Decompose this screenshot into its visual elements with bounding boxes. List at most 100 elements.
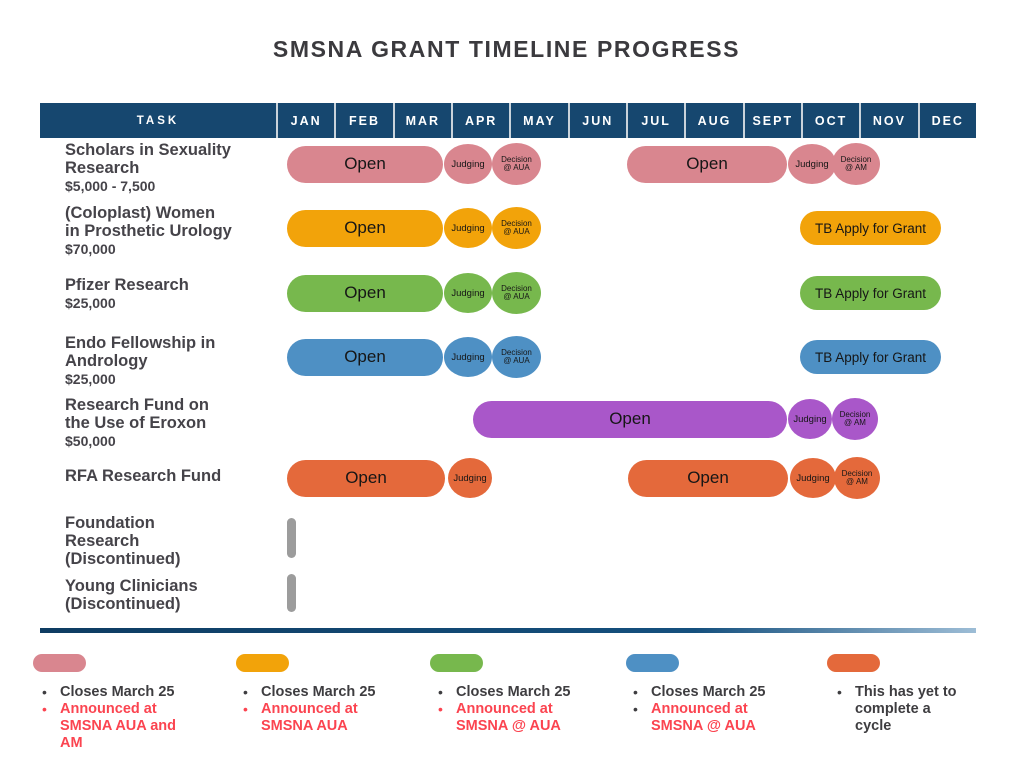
bullet-icon: • <box>633 684 638 700</box>
task-label: Endo Fellowship in Andrology $25,000 <box>65 334 283 388</box>
month-header-feb: FEB <box>334 103 392 138</box>
bullet-icon: • <box>42 701 47 717</box>
month-header-nov: NOV <box>859 103 917 138</box>
circle-decision: Decision @ AM <box>834 457 880 499</box>
table-header: TASK JAN FEB MAR APR MAY JUN JUL AUG SEPT OCT NOV D… <box>40 103 976 138</box>
task-name: (Coloplast) Women <box>65 204 216 222</box>
task-name: Andrology <box>65 352 148 370</box>
bullet-icon: • <box>837 684 842 700</box>
task-amount: $25,000 <box>65 371 116 387</box>
legend-swatch <box>827 654 880 672</box>
month-header-sept: SEPT <box>742 103 801 138</box>
legend-entry: • Announced at SMSNA @ AUA <box>436 701 608 735</box>
month-header-may: MAY <box>509 103 567 138</box>
legend-swatch <box>626 654 679 672</box>
month-header-apr: APR <box>450 103 509 138</box>
legend-entry-text: Announced at SMSNA @ AUA <box>456 701 561 734</box>
bullet-icon: • <box>438 684 443 700</box>
discontinued-marker <box>287 518 296 558</box>
bar-tb-apply-for-grant: TB Apply for Grant <box>800 340 941 374</box>
task-label: Young Clinicians (Discontinued) <box>65 577 283 613</box>
legend-entry-text: Closes March 25 <box>651 684 766 700</box>
circle-decision: Decision @ AUA <box>492 143 541 185</box>
bullet-icon: • <box>633 701 638 717</box>
circle-judging: Judging <box>790 458 836 498</box>
task-name: Research <box>65 532 140 550</box>
legend-entry-text: This has yet to complete a cycle <box>855 684 957 734</box>
circle-judging: Judging <box>444 144 492 184</box>
task-name: Endo Fellowship in <box>65 334 216 352</box>
bar-open: Open <box>287 274 443 312</box>
legend-entry-text: Announced at SMSNA AUA <box>261 701 358 734</box>
legend-entry-text: Announced at SMSNA AUA and AM <box>60 701 176 751</box>
task-label: Pfizer Research $25,000 <box>65 276 283 312</box>
task-name: Pfizer Research <box>65 276 189 294</box>
bullet-icon: • <box>243 701 248 717</box>
month-header-jan: JAN <box>276 103 334 138</box>
legend-entry: • Closes March 25 <box>631 684 803 701</box>
legend-entry-text: Closes March 25 <box>60 684 175 700</box>
bar-open: Open <box>473 400 787 438</box>
task-label: (Coloplast) Women in Prosthetic Urology $7… <box>65 204 283 258</box>
circle-judging: Judging <box>788 399 832 439</box>
page-title: SMSNA GRANT TIMELINE PROGRESS <box>272 36 741 62</box>
circle-decision: Decision @ AUA <box>492 272 541 314</box>
bullet-icon: • <box>243 684 248 700</box>
task-amount: $70,000 <box>65 241 116 257</box>
task-label: Scholars in Sexuality Research $5,000 - 7,… <box>65 141 283 195</box>
legend-entry: • Closes March 25 <box>436 684 608 701</box>
task-label: Foundation Research (Discontinued) <box>65 514 283 568</box>
bar-open: Open <box>287 338 443 376</box>
legend-swatch <box>430 654 483 672</box>
circle-decision: Decision @ AM <box>832 398 878 440</box>
task-amount: $25,000 <box>65 295 116 311</box>
legend-entry-text: Closes March 25 <box>456 684 571 700</box>
month-header-jun: JUN <box>567 103 626 138</box>
legend-swatch <box>33 654 86 672</box>
bar-tb-apply-for-grant: TB Apply for Grant <box>800 276 941 310</box>
legend-entry: • Closes March 25 <box>241 684 413 701</box>
task-name: Young Clinicians <box>65 577 198 595</box>
bar-open: Open <box>287 145 443 183</box>
legend-entry: • Announced at SMSNA @ AUA <box>631 701 803 735</box>
circle-judging: Judging <box>444 273 492 313</box>
task-column-header: TASK <box>136 114 180 127</box>
task-name: Research <box>65 159 140 177</box>
legend-entry-text: Announced at SMSNA @ AUA <box>651 701 756 734</box>
circle-judging: Judging <box>444 337 492 377</box>
task-name: in Prosthetic Urology <box>65 222 232 240</box>
footer-divider <box>40 628 976 633</box>
circle-decision: Decision @ AM <box>832 143 880 185</box>
circle-decision: Decision @ AUA <box>492 336 541 378</box>
month-header-aug: AUG <box>684 103 742 138</box>
legend-swatch <box>236 654 289 672</box>
task-name: Scholars in Sexuality <box>65 141 231 159</box>
month-header-dec: DEC <box>917 103 976 138</box>
legend-entry: • Announced at SMSNA AUA and AM <box>40 701 212 752</box>
bar-tb-apply-for-grant: TB Apply for Grant <box>800 211 941 245</box>
bullet-icon: • <box>42 684 47 700</box>
task-amount: $5,000 - 7,500 <box>65 178 156 194</box>
legend-text-block: • This has yet to complete a cycle <box>835 684 1007 735</box>
legend-text-block: • Closes March 25 • Announced at SMSNA @ AUA <box>631 684 803 735</box>
task-name: Foundation <box>65 514 155 532</box>
task-amount: $50,000 <box>65 433 116 449</box>
month-header-jul: JUL <box>625 103 684 138</box>
bullet-icon: • <box>438 701 443 717</box>
task-name: the Use of Eroxon <box>65 414 207 432</box>
bar-open: Open <box>627 145 787 183</box>
task-label: Research Fund on the Use of Eroxon $50,000 <box>65 396 283 450</box>
bar-open: Open <box>287 209 443 247</box>
legend-entry: • Announced at SMSNA AUA <box>241 701 413 735</box>
task-name: (Discontinued) <box>65 550 181 568</box>
legend-text-block: • Closes March 25 • Announced at SMSNA @ AUA <box>436 684 608 735</box>
legend-entry-text: Closes March 25 <box>261 684 376 700</box>
bar-open: Open <box>287 459 445 497</box>
circle-decision: Decision @ AUA <box>492 207 541 249</box>
month-header-oct: OCT <box>800 103 859 138</box>
task-name: Research Fund on <box>65 396 209 414</box>
task-name: RFA Research Fund <box>65 467 222 485</box>
legend-entry: • This has yet to complete a cycle <box>835 684 1007 735</box>
discontinued-marker <box>287 574 296 612</box>
